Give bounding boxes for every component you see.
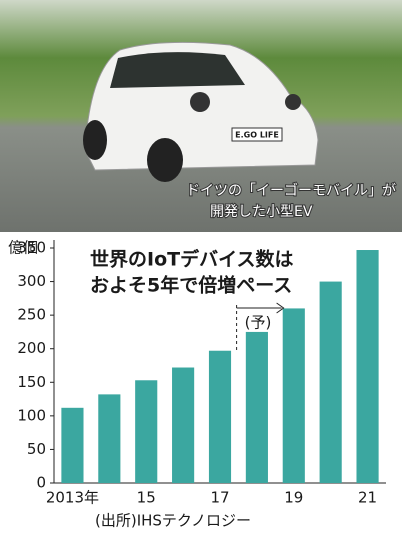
- y-tick-label: 350: [17, 239, 46, 257]
- y-axis-label: 億個: [8, 239, 38, 257]
- y-tick-label: 200: [17, 339, 46, 357]
- x-tick-label: 17: [210, 489, 229, 507]
- car-window: [110, 52, 245, 88]
- car-wheel: [83, 120, 107, 160]
- plate: [231, 127, 283, 142]
- car-wheel: [147, 138, 183, 182]
- bar: [172, 367, 195, 483]
- x-tick-label: 2013年: [46, 489, 99, 507]
- photo: E.GO LIFE ドイツの「イーゴーモバイル」が 開発した小型EV: [0, 0, 402, 232]
- y-tick-label: 0: [36, 474, 46, 492]
- y-tick-label: 150: [17, 373, 46, 391]
- bar: [135, 380, 158, 483]
- bar: [61, 407, 84, 483]
- x-tick-label: 15: [137, 489, 156, 507]
- car-light: [285, 94, 301, 110]
- car-light: [190, 92, 210, 112]
- forecast-arrowhead: [276, 302, 285, 314]
- plate-text: E.GO LIFE: [235, 131, 279, 140]
- source: (出所)IHSテクノロジー: [95, 512, 251, 530]
- bar: [245, 331, 268, 483]
- x-tick-label: 19: [284, 489, 303, 507]
- photo-caption: ドイツの「イーゴーモバイル」が: [186, 182, 396, 199]
- chart-title: 世界のIoTデバイス数は: [90, 248, 294, 271]
- x-tick-label: 21: [358, 489, 377, 507]
- y-tick-label: 300: [17, 272, 46, 290]
- bar: [208, 350, 232, 483]
- y-tick-label: 50: [27, 440, 46, 458]
- annotation: (予): [245, 314, 272, 332]
- bar: [319, 281, 342, 483]
- photo-caption: 開発した小型EV: [210, 204, 313, 220]
- y-tick-label: 250: [17, 306, 46, 324]
- y-tick-label: 100: [17, 406, 46, 424]
- bar: [98, 394, 121, 483]
- chart-title: およそ5年で倍増ペース: [90, 274, 292, 297]
- bar: [282, 308, 305, 483]
- bar: [356, 250, 379, 483]
